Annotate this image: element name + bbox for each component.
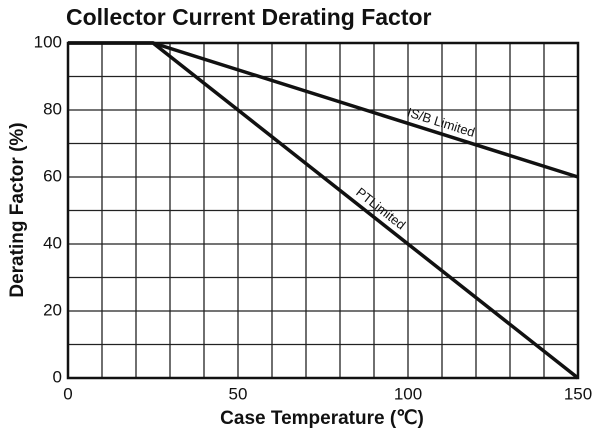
- y-tick-label: 20: [43, 300, 62, 319]
- y-tick-label: 0: [53, 367, 62, 386]
- y-axis-label: Derating Factor (%): [7, 122, 28, 297]
- plot-frame: [66, 41, 580, 380]
- data-line: [68, 41, 580, 380]
- x-tick-label: 0: [63, 384, 72, 403]
- y-tick-label: 100: [34, 32, 62, 51]
- x-tick-label: 100: [394, 384, 422, 403]
- x-tick-label: 50: [229, 384, 248, 403]
- y-tick-label: 60: [43, 166, 62, 185]
- y-tick-label: 40: [43, 233, 62, 252]
- x-tick-label: 150: [564, 384, 592, 403]
- chart-title: Collector Current Derating Factor: [66, 4, 432, 30]
- y-tick-label: 80: [43, 99, 62, 118]
- x-axis-label: Case Temperature (℃): [220, 408, 424, 429]
